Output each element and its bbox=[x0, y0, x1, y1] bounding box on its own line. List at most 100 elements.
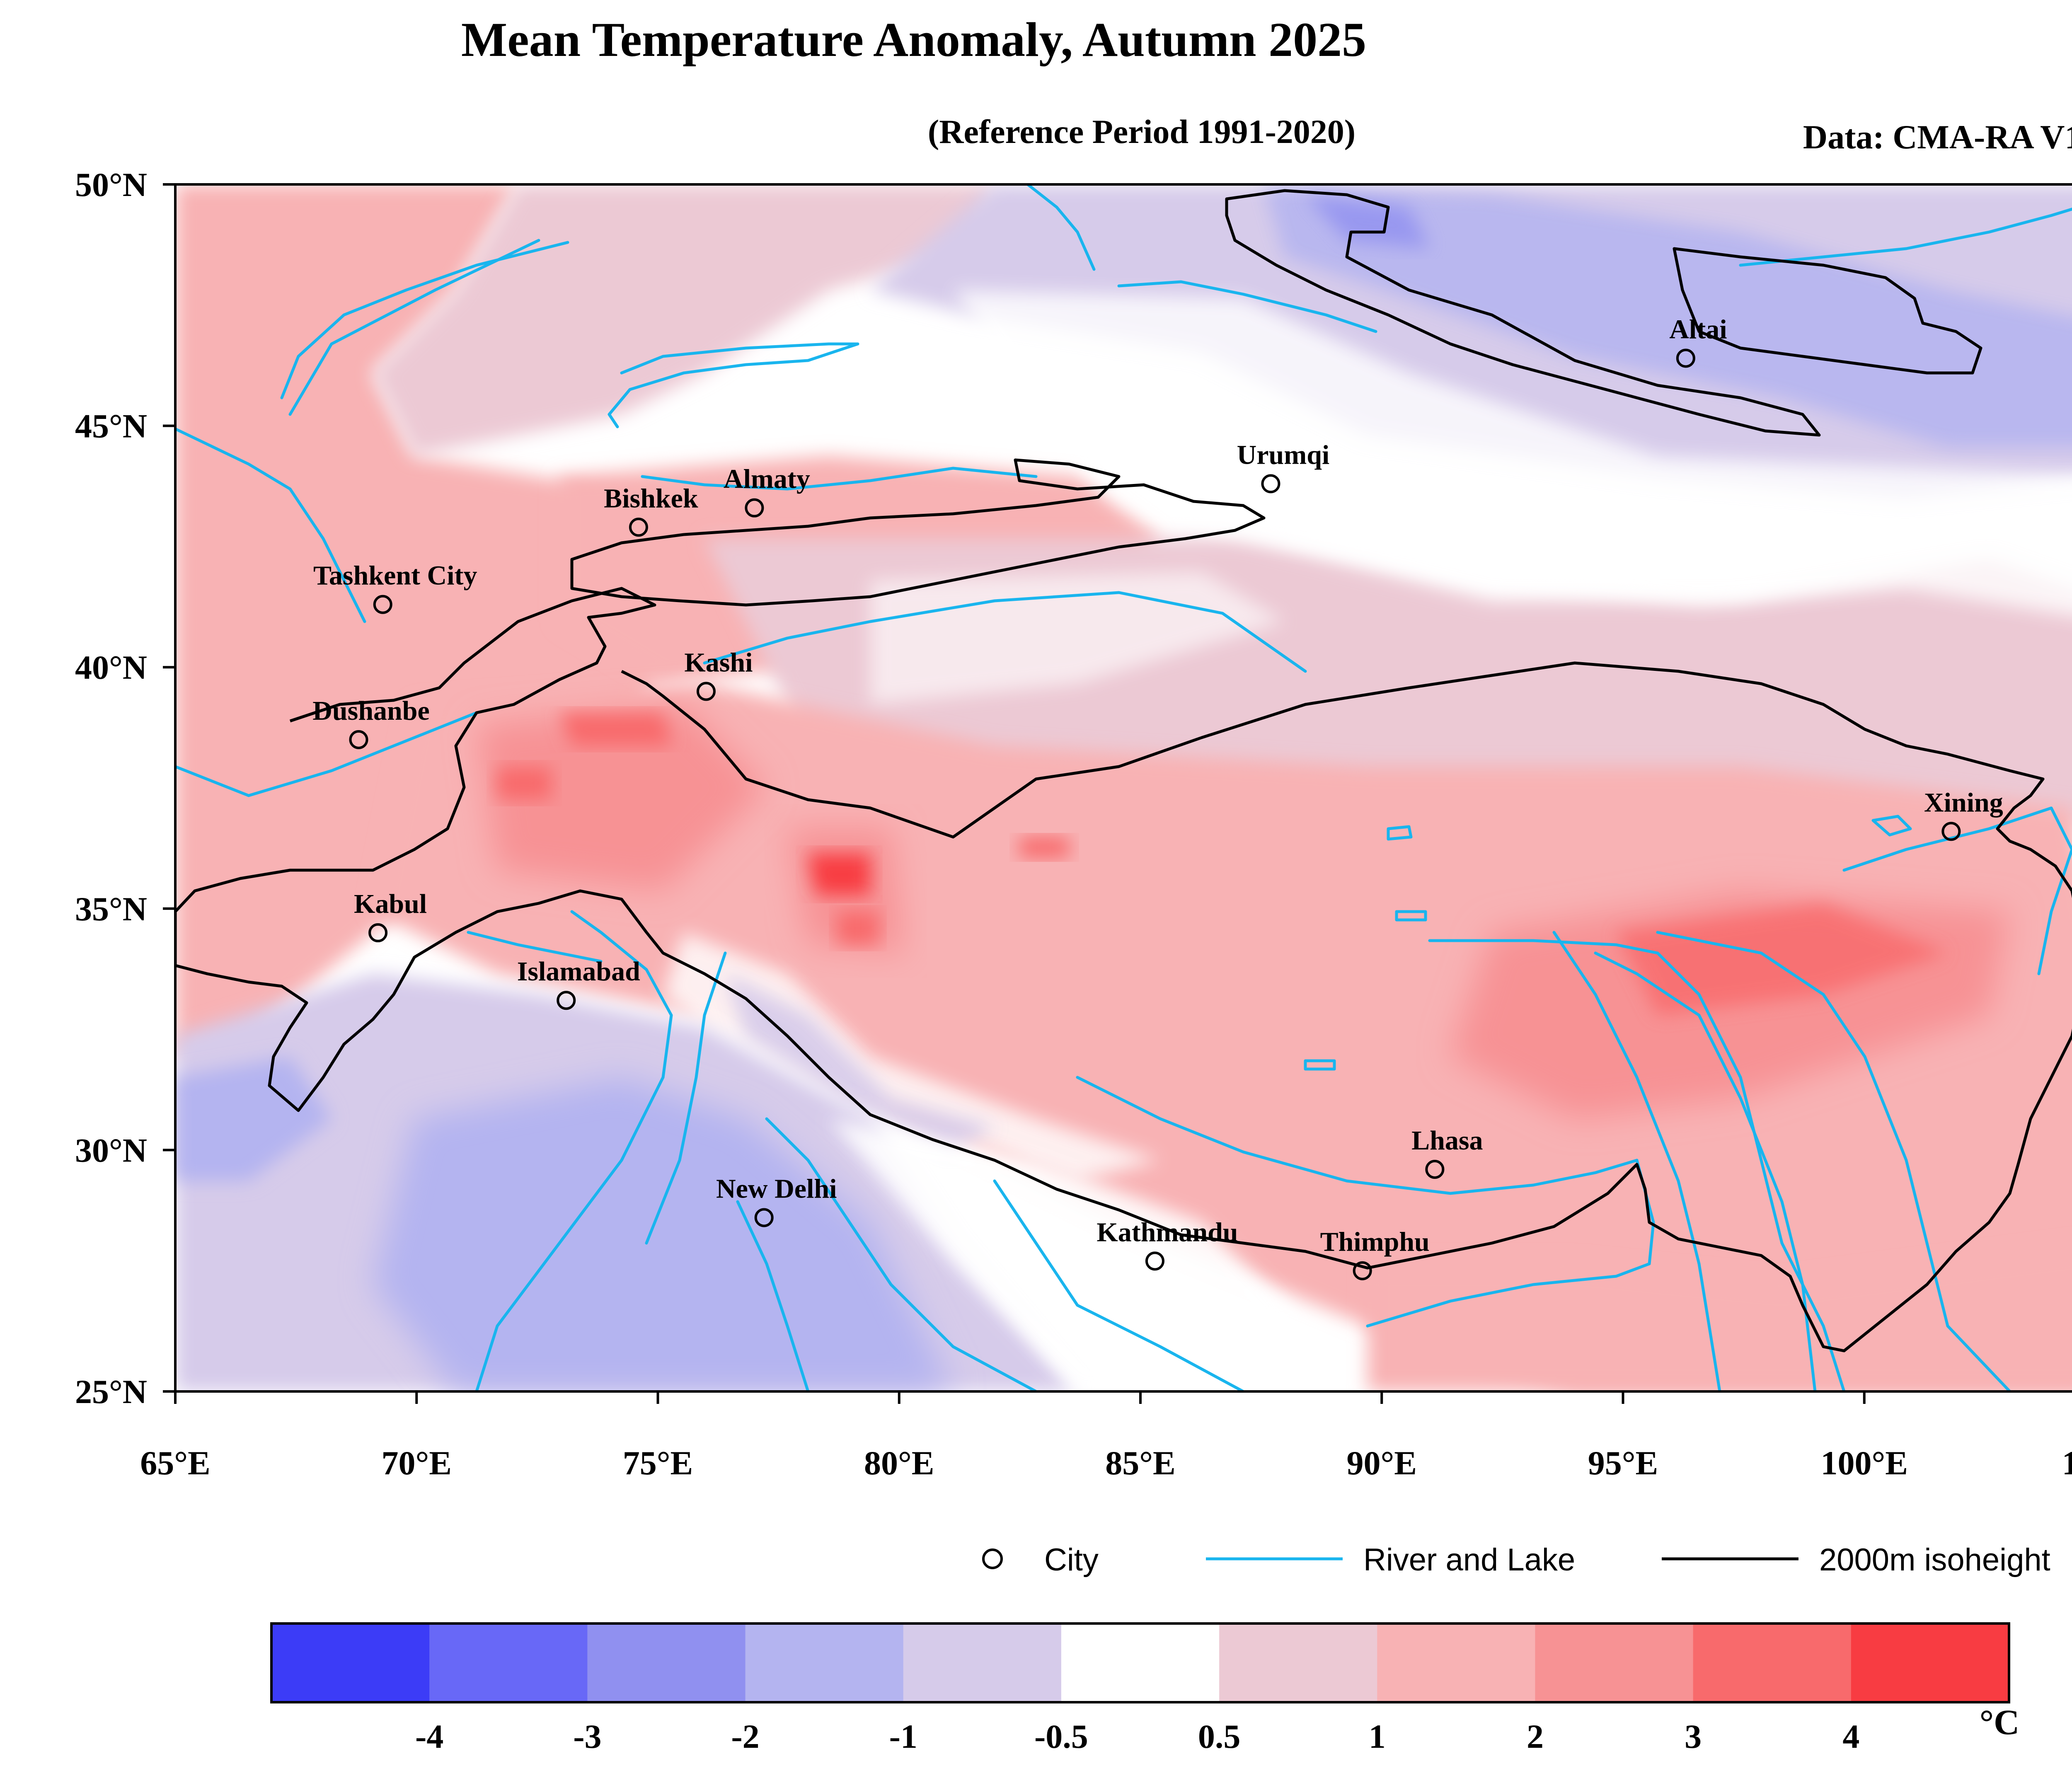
legend-isoheight-label: 2000m isoheight bbox=[1819, 1542, 2050, 1577]
city-label: Urumqi bbox=[1237, 440, 1330, 470]
tibetan-lake-3 bbox=[1304, 1059, 1336, 1071]
upper-irtysh-river bbox=[1117, 280, 1377, 333]
indus-tributary-river bbox=[467, 931, 603, 963]
river-network bbox=[175, 184, 2072, 1391]
city-label: Dushanbe bbox=[312, 696, 429, 726]
colorbar-swatch bbox=[429, 1623, 588, 1702]
mekong-river bbox=[1594, 951, 1817, 1391]
legend-city-icon bbox=[982, 1548, 1003, 1569]
city-marker-icon bbox=[1676, 348, 1695, 368]
colorbar-tick-label: -2 bbox=[731, 1718, 759, 1755]
ghaghara-river bbox=[993, 1179, 1245, 1391]
lon-tick-label: 90°E bbox=[1347, 1444, 1417, 1482]
axis-ticks: 50°N 45°N 40°N 35°N 30°N 25°N 65°E 70°E 75°E 80°E… bbox=[75, 166, 2072, 1482]
colorbar-swatch bbox=[1851, 1623, 2009, 1702]
qinghai-lake bbox=[1871, 815, 1912, 837]
city-label: Lhasa bbox=[1411, 1125, 1483, 1156]
ganges-river bbox=[765, 1117, 1038, 1391]
lat-tick-label: 25°N bbox=[75, 1373, 147, 1411]
tarim-river bbox=[703, 591, 1307, 673]
colorbar-tick-label: -4 bbox=[415, 1718, 443, 1755]
amu-darya-river bbox=[175, 711, 478, 797]
salween-river bbox=[1552, 931, 1721, 1391]
city-marker-icon bbox=[1941, 822, 1961, 841]
colorbar-tick-label: 0.5 bbox=[1198, 1718, 1241, 1755]
colorbar-tick-label: 3 bbox=[1685, 1718, 1702, 1755]
city-label: Altai bbox=[1669, 314, 1727, 344]
city-marker-icon bbox=[557, 991, 576, 1010]
ili-river bbox=[641, 467, 1038, 491]
colorbar-unit: °C bbox=[1980, 1702, 2020, 1742]
city-label: Kathmandu bbox=[1097, 1217, 1238, 1247]
city-marker-icon bbox=[1353, 1261, 1372, 1280]
city-label: Almaty bbox=[724, 464, 810, 494]
yamuna-river bbox=[736, 1200, 810, 1391]
city-marker-icon bbox=[629, 518, 648, 537]
city-marker-icon bbox=[696, 682, 716, 701]
city-label: Islamabad bbox=[517, 956, 640, 987]
mongolia-river bbox=[1739, 208, 2072, 267]
dnieper-north-river bbox=[288, 239, 540, 416]
lon-tick-label: 85°E bbox=[1105, 1444, 1176, 1482]
colorbar-swatch bbox=[1693, 1623, 1852, 1702]
map-subtitle: (Reference Period 1991-2020) bbox=[928, 113, 1356, 150]
legend-river-label: River and Lake bbox=[1363, 1542, 1575, 1577]
city-label: New Delhi bbox=[716, 1174, 837, 1204]
lon-tick-label: 95°E bbox=[1588, 1444, 1658, 1482]
lon-tick-label: 75°E bbox=[623, 1444, 693, 1482]
city-marker-icon bbox=[349, 730, 368, 749]
city-marker-icon bbox=[368, 923, 388, 943]
city-marker-icon bbox=[1145, 1251, 1164, 1271]
colorbar-tick-label: -1 bbox=[889, 1718, 917, 1755]
pamir-tibet-isoheight bbox=[175, 587, 2072, 1352]
tibetan-lake-2 bbox=[1395, 910, 1427, 922]
map-legend: City River and Lake 2000m isoheight bbox=[982, 1542, 2050, 1577]
data-source: Data: CMA-RA V1.5 bbox=[1803, 118, 2072, 156]
ural-river bbox=[175, 427, 366, 623]
city-label: Thimphu bbox=[1320, 1227, 1430, 1257]
tibetan-lake-1 bbox=[1387, 825, 1413, 841]
colorbar-swatch bbox=[903, 1623, 1062, 1702]
lon-tick-label: 100°E bbox=[1821, 1444, 1908, 1482]
tianshan-isoheight bbox=[570, 458, 1266, 607]
city-marker-icon bbox=[754, 1208, 774, 1227]
city-marker-icon bbox=[1261, 474, 1280, 494]
colorbar-swatch bbox=[1535, 1623, 1694, 1702]
lat-tick-label: 45°N bbox=[75, 407, 147, 445]
jinsha-river bbox=[1656, 931, 2011, 1391]
colorbar-tick-label: 1 bbox=[1369, 1718, 1386, 1755]
colorbar-swatch bbox=[1219, 1623, 1377, 1702]
colorbar-frame bbox=[270, 1622, 2010, 1703]
isoheight-contours bbox=[175, 189, 2072, 1352]
irtysh-river bbox=[1026, 184, 1096, 271]
legend-city-label: City bbox=[1044, 1542, 1099, 1577]
brahmaputra-lower-river bbox=[1366, 1159, 1655, 1328]
colorbar-tick-label: 4 bbox=[1842, 1718, 1859, 1755]
city-marker-icon bbox=[1425, 1160, 1445, 1179]
lon-tick-label: 105°E bbox=[2062, 1444, 2072, 1482]
colorbar: -4 -3 -2 -1 -0.5 0.5 1 2 3 4 bbox=[270, 1622, 2010, 1755]
lat-tick-label: 35°N bbox=[75, 890, 147, 928]
yellow-river bbox=[1842, 806, 2072, 975]
colorbar-tick-label: -0.5 bbox=[1034, 1718, 1088, 1755]
colorbar-tick-label: 2 bbox=[1527, 1718, 1544, 1755]
indus-river bbox=[475, 910, 673, 1391]
colorbar-tick-label: -3 bbox=[573, 1718, 601, 1755]
colorbar-swatch bbox=[745, 1623, 904, 1702]
lat-tick-label: 50°N bbox=[75, 166, 147, 203]
city-marker-icon bbox=[373, 595, 392, 614]
lake-balkhash bbox=[608, 342, 859, 428]
city-label: Kabul bbox=[354, 889, 427, 919]
yarlung-tsangpo-river bbox=[1076, 1076, 1639, 1195]
map-title: Mean Temperature Anomaly, Autumn 2025 bbox=[461, 12, 1366, 67]
lat-tick-label: 30°N bbox=[75, 1131, 147, 1169]
colorbar-swatch bbox=[1061, 1623, 1220, 1702]
city-marker-icon bbox=[745, 498, 764, 518]
colorbar-swatch bbox=[587, 1623, 746, 1702]
colorbar-swatch bbox=[271, 1623, 430, 1702]
lon-tick-label: 80°E bbox=[864, 1444, 934, 1482]
altai-isoheight bbox=[1225, 189, 1821, 437]
mongolian-altai-isoheight bbox=[1673, 247, 1982, 375]
anomaly-field bbox=[175, 184, 2072, 1391]
jhelum-river bbox=[645, 951, 727, 1245]
